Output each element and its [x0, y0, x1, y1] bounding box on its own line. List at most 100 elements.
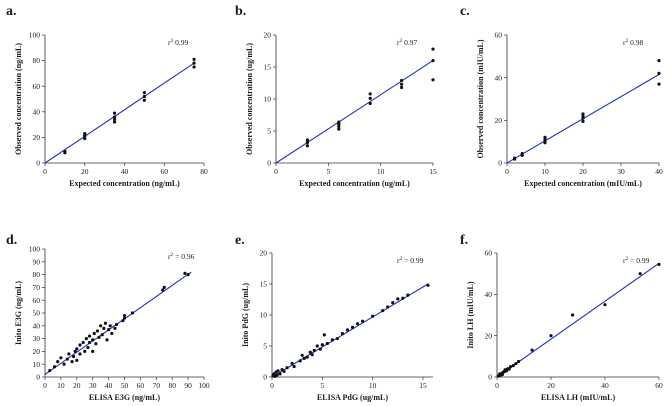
data-point	[110, 331, 114, 336]
x-tick-label: 0	[505, 167, 509, 176]
data-point	[112, 117, 117, 122]
data-point	[72, 354, 76, 359]
data-point	[75, 347, 79, 351]
data-point	[431, 78, 435, 82]
data-point	[391, 301, 395, 305]
data-point	[162, 285, 166, 289]
data-point	[113, 326, 117, 330]
x-tick-label: 0	[495, 381, 499, 390]
y-tick-label: 20	[264, 31, 272, 40]
x-tick-label: 0	[274, 167, 278, 176]
data-point	[92, 331, 96, 336]
y-axis-label: Observed concentration (ug/mL)	[245, 43, 254, 155]
panel-letter: e.	[235, 233, 245, 248]
x-tick-label: 90	[184, 381, 192, 390]
data-point	[335, 336, 340, 341]
data-point	[94, 342, 98, 346]
data-point	[99, 324, 103, 328]
x-tick-label: 30	[617, 167, 625, 176]
y-tick-label: 20	[260, 249, 268, 258]
data-point	[345, 328, 350, 332]
data-point	[83, 349, 87, 353]
data-point	[75, 358, 79, 362]
data-point	[520, 152, 524, 156]
data-point	[657, 71, 661, 75]
x-tick-label: 10	[369, 381, 377, 390]
x-axis-label: Expected concentration (mIU/mL)	[524, 179, 642, 188]
regression-line	[44, 271, 192, 375]
data-point	[368, 92, 372, 96]
y-tick-label: 100	[29, 245, 41, 254]
x-tick-label: 0	[43, 381, 47, 390]
x-tick-label: 40	[105, 381, 113, 390]
data-point	[292, 364, 296, 369]
data-point	[62, 362, 66, 366]
x-axis-label: ELISA LH (mIU/mL)	[541, 393, 616, 402]
r-squared-label: r2 0.98	[623, 38, 644, 47]
panel-letter: a.	[6, 4, 17, 19]
y-tick-label: 20	[33, 133, 41, 142]
data-point	[114, 322, 119, 327]
panel-d: d. 0 10 20 30 40 50 60 70 80 90 100 0 10 20 30 40 50 60 70 8…	[6, 233, 210, 402]
r-squared-label: r2 0.99	[168, 38, 189, 47]
y-tick-label: 20	[33, 347, 41, 356]
x-tick-label: 40	[121, 167, 129, 176]
data-point	[381, 309, 385, 313]
data-point	[400, 82, 404, 86]
y-tick-label: 40	[33, 321, 41, 330]
data-point	[305, 138, 309, 142]
data-point	[657, 82, 661, 86]
data-point	[638, 272, 642, 276]
data-point	[83, 133, 87, 137]
data-point	[105, 338, 109, 342]
x-tick-label: 60	[161, 167, 169, 176]
x-tick-label: 100	[198, 381, 210, 390]
data-point	[70, 360, 74, 364]
x-tick-label: 50	[121, 381, 129, 390]
y-axis-label: Observed concentration (ng/mL)	[14, 43, 23, 155]
data-point	[86, 345, 90, 350]
data-point	[122, 316, 127, 320]
data-point	[56, 360, 60, 364]
data-point	[280, 367, 284, 372]
y-tick-label: 10	[264, 95, 272, 104]
panel-letter: f.	[460, 233, 468, 248]
data-point	[272, 372, 276, 376]
data-point	[122, 313, 127, 318]
data-point	[97, 335, 101, 339]
data-point	[571, 313, 575, 317]
data-point	[161, 288, 165, 292]
y-tick-label: 0	[263, 373, 267, 382]
y-tick-label: 40	[485, 290, 493, 299]
panel-b: b. 0 5 10 15 0 5 10 15 20 Expected concentration (…	[235, 4, 437, 188]
y-tick-label: 80	[33, 56, 41, 65]
panel-letter: c.	[460, 4, 470, 19]
y-tick-label: 70	[33, 283, 41, 292]
data-point	[59, 356, 63, 360]
x-tick-label: 0	[43, 167, 47, 176]
data-point	[67, 352, 71, 356]
data-point	[368, 101, 372, 106]
data-point	[142, 98, 146, 102]
x-tick-label: 10	[377, 167, 385, 176]
data-point	[406, 293, 410, 297]
data-point	[657, 262, 661, 266]
panel-f: f. 0 20 40 60 0 20 40 60 ELISA LH (mIU/mL) Inito L…	[460, 233, 663, 402]
x-tick-label: 15	[429, 167, 437, 176]
data-point	[305, 144, 309, 148]
x-tick-label: 40	[601, 381, 609, 390]
data-point	[142, 94, 146, 99]
y-tick-label: 40	[33, 107, 41, 116]
y-tick-label: 40	[495, 73, 503, 82]
x-axis-label: ELISA PdG (ug/mL)	[317, 393, 388, 402]
x-tick-label: 80	[168, 381, 176, 390]
x-tick-label: 20	[547, 381, 555, 390]
data-point	[310, 353, 314, 357]
x-tick-label: 80	[200, 167, 208, 176]
data-point	[192, 65, 196, 69]
data-point	[320, 343, 324, 347]
x-tick-label: 60	[137, 381, 145, 390]
x-tick-label: 20	[73, 381, 81, 390]
data-point	[368, 96, 372, 100]
data-point	[102, 326, 106, 330]
